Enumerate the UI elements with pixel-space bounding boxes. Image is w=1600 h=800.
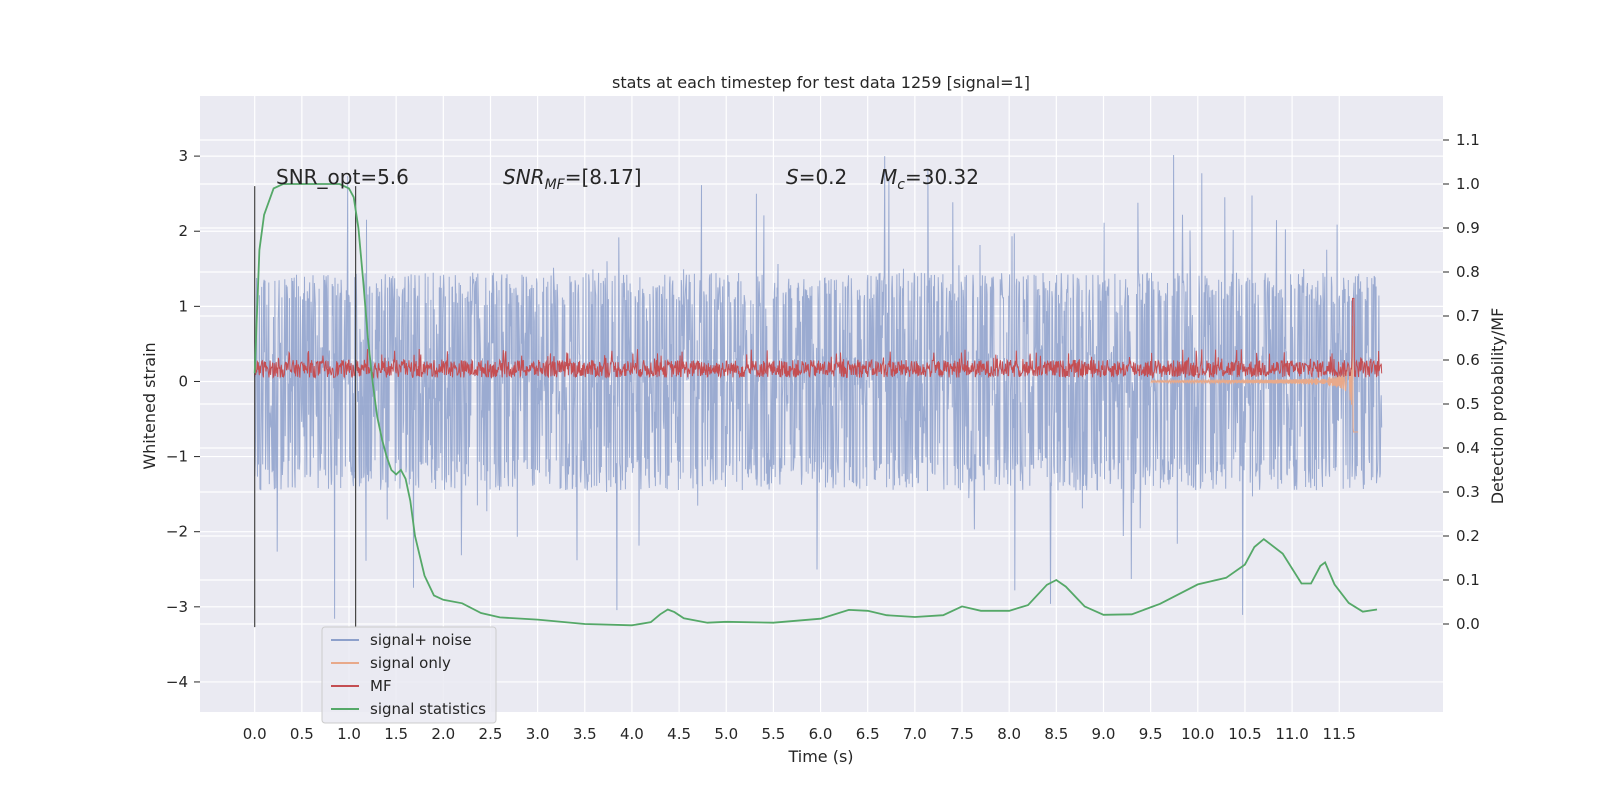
y-tick-label: −2	[166, 523, 188, 541]
legend-label-signal-only: signal only	[370, 654, 451, 672]
x-tick-label: 6.5	[856, 725, 880, 743]
x-tick-label: 9.5	[1139, 725, 1163, 743]
y2-tick-label: 0.3	[1456, 483, 1480, 501]
annotation-snr-mf: SNRMF=[8.17]	[503, 165, 642, 193]
x-tick-label: 5.0	[714, 725, 738, 743]
annotation-snr-mf-prefix: SNR	[503, 165, 545, 189]
y-tick-label: −1	[166, 448, 188, 466]
y-tick-label: 2	[178, 222, 188, 240]
x-tick-label: 3.5	[573, 725, 597, 743]
x-tick-label: 7.0	[903, 725, 927, 743]
x-tick-label: 0.5	[290, 725, 314, 743]
x-tick-label: 10.5	[1228, 725, 1261, 743]
y2-tick-label: 1.0	[1456, 175, 1480, 193]
x-axis-label: Time (s)	[787, 747, 853, 766]
y-tick-label: 0	[178, 372, 188, 390]
x-tick-label: 2.0	[431, 725, 455, 743]
chart-title: stats at each timestep for test data 125…	[612, 73, 1030, 92]
y-tick-label: 1	[178, 297, 188, 315]
annotation-snr-opt: SNR_opt=5.6	[276, 165, 409, 189]
series-mf-line	[254, 297, 1383, 380]
x-tick-label: 11.5	[1323, 725, 1356, 743]
annotation-mc-prefix: M	[880, 165, 897, 189]
x-tick-label: 10.0	[1181, 725, 1214, 743]
x-tick-label: 8.5	[1044, 725, 1068, 743]
y2-tick-label: 0.7	[1456, 307, 1480, 325]
y2-tick-label: 1.1	[1456, 131, 1480, 149]
x-tick-label: 4.0	[620, 725, 644, 743]
legend-label-signal-noise: signal+ noise	[370, 631, 472, 649]
legend-box	[321, 626, 497, 724]
ticks: 0.0 0.5 1.0 1.5 2.0 2.5 3.0 3.5 4.0 4.5 5.0 5.5 6.0 6…	[166, 131, 1480, 743]
x-tick-label: 4.5	[667, 725, 691, 743]
x-tick-label: 0.0	[243, 725, 267, 743]
legend: signal+ noise signal only MF signal stat…	[321, 626, 497, 724]
y2-tick-label: 0.6	[1456, 351, 1480, 369]
y2-axis-label: Detection probability/MF	[1488, 308, 1507, 505]
annotation-snr-mf-value: =[8.17]	[565, 165, 642, 189]
x-tick-label: 3.0	[526, 725, 550, 743]
x-tick-label: 9.0	[1092, 725, 1116, 743]
plot-area	[253, 154, 1383, 628]
y-tick-label: −4	[166, 673, 188, 691]
y2-tick-label: 0.9	[1456, 219, 1480, 237]
y2-tick-label: 0.2	[1456, 527, 1480, 545]
x-tick-label: 8.0	[997, 725, 1021, 743]
y-tick-label: −3	[166, 598, 188, 616]
y2-tick-label: 0.1	[1456, 571, 1480, 589]
y2-tick-label: 0.0	[1456, 615, 1480, 633]
x-tick-label: 2.5	[479, 725, 503, 743]
annotation-mc: Mc=30.32	[880, 165, 979, 193]
series-signal-only-line	[1150, 325, 1359, 433]
annotation-mc-sub: c	[897, 177, 905, 193]
y2-tick-label: 0.5	[1456, 395, 1480, 413]
series-signal-statistics-line	[253, 183, 1378, 627]
y2-tick-label: 0.4	[1456, 439, 1480, 457]
x-tick-label: 11.0	[1275, 725, 1308, 743]
x-tick-label: 5.5	[761, 725, 785, 743]
y-tick-label: 3	[178, 147, 188, 165]
annotation-mc-value: =30.32	[905, 165, 979, 189]
x-tick-label: 7.5	[950, 725, 974, 743]
legend-label-mf: MF	[370, 677, 392, 695]
annotation-s-value: =0.2	[799, 165, 848, 189]
x-tick-label: 1.0	[337, 725, 361, 743]
legend-label-signal-statistics: signal statistics	[370, 700, 486, 718]
y2-tick-label: 0.8	[1456, 263, 1480, 281]
annotation-snr-mf-sub: MF	[545, 177, 566, 193]
series-signal-noise-line	[254, 154, 1383, 619]
annotation-s-prefix: S	[786, 165, 799, 189]
y-axis-label: Whitened strain	[140, 342, 159, 469]
annotation-s: S=0.2	[786, 165, 847, 189]
x-tick-label: 1.5	[384, 725, 408, 743]
x-tick-label: 6.0	[809, 725, 833, 743]
